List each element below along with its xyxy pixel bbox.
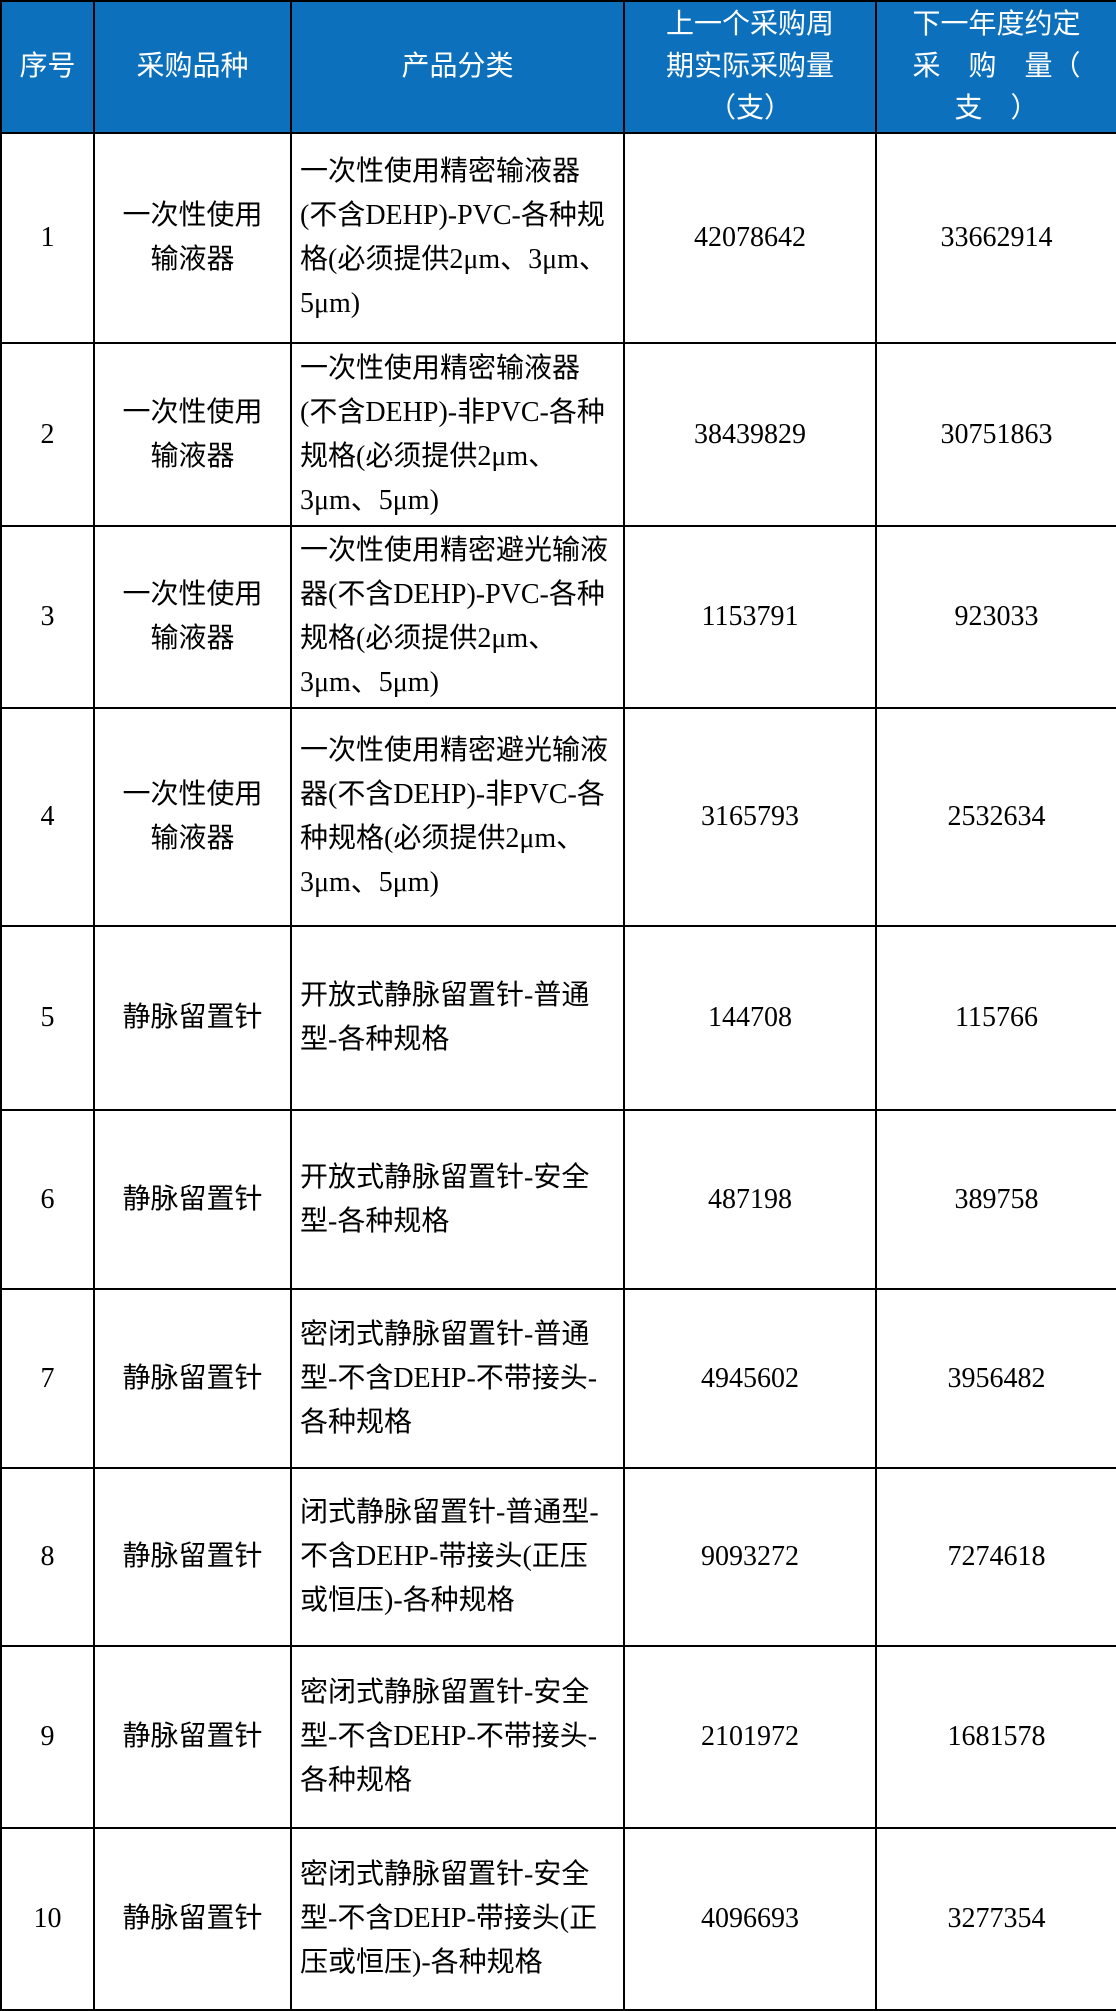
col-header-next-quantity: 下一年度约定 采 购 量（ 支 ） (875, 0, 1116, 134)
cell-index: 8 (0, 1467, 95, 1647)
cell-variety: 一次性使用 输液器 (93, 525, 292, 709)
cell-variety: 静脉留置针 (93, 1288, 292, 1469)
col-header-category: 产品分类 (290, 0, 625, 134)
cell-variety: 一次性使用 输液器 (93, 342, 292, 527)
cell-variety: 一次性使用 输液器 (93, 707, 292, 927)
cell-next-qty: 389758 (875, 1109, 1116, 1290)
cell-prev-qty: 2101972 (623, 1645, 877, 1829)
table-row: 7 静脉留置针 密闭式静脉留置针-普通型-不含DEHP-不带接头-各种规格 49… (0, 1288, 1116, 1469)
cell-next-qty: 3277354 (875, 1827, 1116, 2011)
cell-prev-qty: 42078642 (623, 132, 877, 344)
cell-index: 9 (0, 1645, 95, 1829)
cell-index: 3 (0, 525, 95, 709)
cell-prev-qty: 4945602 (623, 1288, 877, 1469)
col-header-index: 序号 (0, 0, 95, 134)
cell-index: 5 (0, 925, 95, 1111)
cell-category: 密闭式静脉留置针-安全型-不含DEHP-带接头(正压或恒压)-各种规格 (290, 1827, 625, 2011)
cell-index: 10 (0, 1827, 95, 2011)
cell-prev-qty: 144708 (623, 925, 877, 1111)
cell-index: 2 (0, 342, 95, 527)
cell-prev-qty: 9093272 (623, 1467, 877, 1647)
col-header-prev-quantity: 上一个采购周 期实际采购量 （支） (623, 0, 877, 134)
cell-prev-qty: 3165793 (623, 707, 877, 927)
cell-category: 一次性使用精密避光输液器(不含DEHP)-PVC-各种规格(必须提供2μm、3μ… (290, 525, 625, 709)
cell-next-qty: 115766 (875, 925, 1116, 1111)
table-row: 2 一次性使用 输液器 一次性使用精密输液器(不含DEHP)-非PVC-各种规格… (0, 342, 1116, 527)
cell-index: 7 (0, 1288, 95, 1469)
cell-next-qty: 33662914 (875, 132, 1116, 344)
cell-category: 一次性使用精密输液器(不含DEHP)-非PVC-各种规格(必须提供2μm、3μm… (290, 342, 625, 527)
cell-category: 一次性使用精密输液器(不含DEHP)-PVC-各种规格(必须提供2μm、3μm、… (290, 132, 625, 344)
cell-index: 6 (0, 1109, 95, 1290)
cell-category: 密闭式静脉留置针-普通型-不含DEHP-不带接头-各种规格 (290, 1288, 625, 1469)
cell-prev-qty: 487198 (623, 1109, 877, 1290)
cell-next-qty: 3956482 (875, 1288, 1116, 1469)
cell-prev-qty: 38439829 (623, 342, 877, 527)
cell-variety: 静脉留置针 (93, 1109, 292, 1290)
cell-next-qty: 923033 (875, 525, 1116, 709)
cell-category: 密闭式静脉留置针-安全型-不含DEHP-不带接头-各种规格 (290, 1645, 625, 1829)
table-row: 4 一次性使用 输液器 一次性使用精密避光输液器(不含DEHP)-非PVC-各种… (0, 707, 1116, 927)
cell-variety: 静脉留置针 (93, 1467, 292, 1647)
table-row: 5 静脉留置针 开放式静脉留置针-普通型-各种规格 144708 115766 (0, 925, 1116, 1111)
cell-index: 1 (0, 132, 95, 344)
cell-category: 开放式静脉留置针-普通型-各种规格 (290, 925, 625, 1111)
cell-variety: 静脉留置针 (93, 1645, 292, 1829)
cell-variety: 静脉留置针 (93, 1827, 292, 2011)
cell-variety: 一次性使用 输液器 (93, 132, 292, 344)
table-row: 8 静脉留置针 闭式静脉留置针-普通型-不含DEHP-带接头(正压或恒压)-各种… (0, 1467, 1116, 1647)
cell-next-qty: 1681578 (875, 1645, 1116, 1829)
cell-category: 闭式静脉留置针-普通型-不含DEHP-带接头(正压或恒压)-各种规格 (290, 1467, 625, 1647)
cell-next-qty: 30751863 (875, 342, 1116, 527)
cell-category: 开放式静脉留置针-安全型-各种规格 (290, 1109, 625, 1290)
cell-prev-qty: 4096693 (623, 1827, 877, 2011)
table-row: 1 一次性使用 输液器 一次性使用精密输液器(不含DEHP)-PVC-各种规格(… (0, 132, 1116, 344)
cell-next-qty: 2532634 (875, 707, 1116, 927)
table-row: 10 静脉留置针 密闭式静脉留置针-安全型-不含DEHP-带接头(正压或恒压)-… (0, 1827, 1116, 2011)
table-row: 6 静脉留置针 开放式静脉留置针-安全型-各种规格 487198 389758 (0, 1109, 1116, 1290)
table-row: 3 一次性使用 输液器 一次性使用精密避光输液器(不含DEHP)-PVC-各种规… (0, 525, 1116, 709)
col-header-variety: 采购品种 (93, 0, 292, 134)
cell-next-qty: 7274618 (875, 1467, 1116, 1647)
cell-category: 一次性使用精密避光输液器(不含DEHP)-非PVC-各种规格(必须提供2μm、3… (290, 707, 625, 927)
cell-variety: 静脉留置针 (93, 925, 292, 1111)
cell-prev-qty: 1153791 (623, 525, 877, 709)
cell-index: 4 (0, 707, 95, 927)
header-row: 序号 采购品种 产品分类 上一个采购周 期实际采购量 （支） 下一年度约定 采 … (0, 0, 1116, 134)
table-row: 9 静脉留置针 密闭式静脉留置针-安全型-不含DEHP-不带接头-各种规格 21… (0, 1645, 1116, 1829)
